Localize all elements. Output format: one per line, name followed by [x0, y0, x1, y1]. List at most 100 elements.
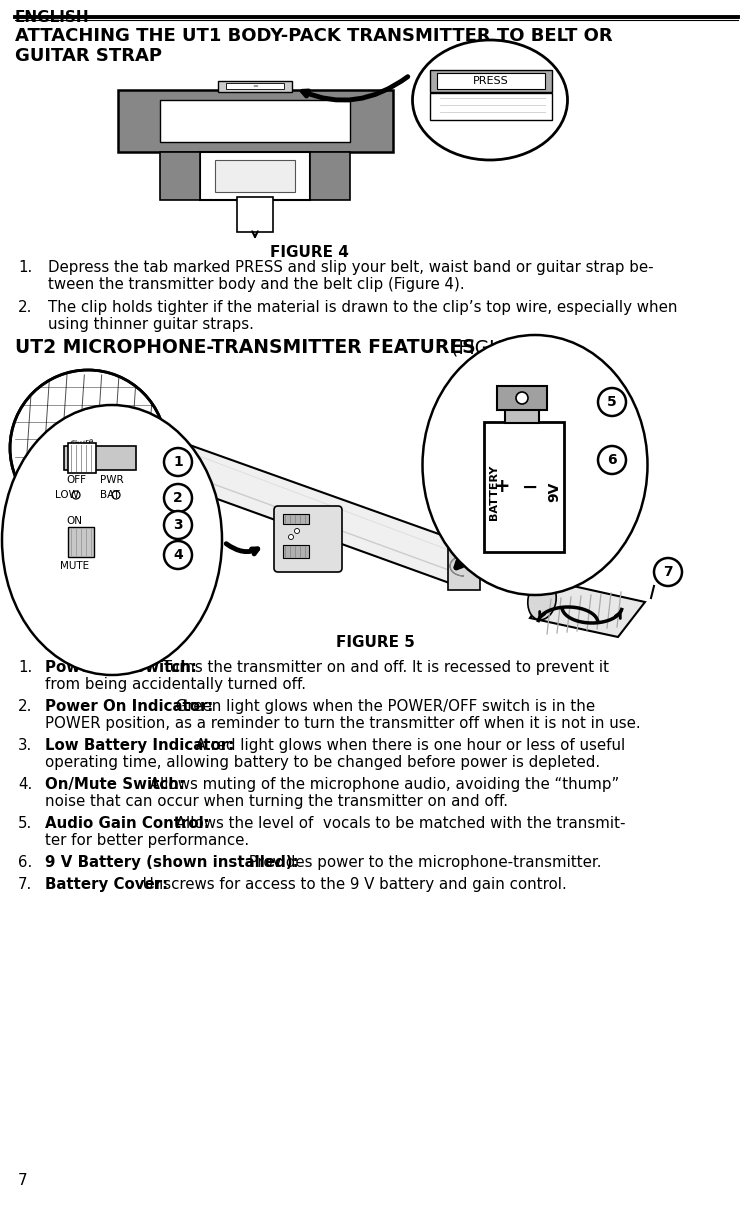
Circle shape — [288, 535, 294, 540]
Text: operating time, allowing battery to be changed before power is depleted.: operating time, allowing battery to be c… — [45, 755, 600, 770]
Text: Provides power to the microphone-transmitter.: Provides power to the microphone-transmi… — [245, 855, 602, 870]
Text: ON: ON — [66, 515, 82, 526]
Bar — [448, 542, 480, 590]
Text: from being accidentally turned off.: from being accidentally turned off. — [45, 678, 306, 692]
Text: 9V: 9V — [547, 482, 561, 502]
Circle shape — [112, 491, 120, 499]
Bar — [68, 443, 96, 473]
Circle shape — [516, 392, 528, 404]
Text: Power On Indicator:: Power On Indicator: — [45, 699, 213, 714]
Circle shape — [72, 491, 80, 499]
Bar — [160, 100, 350, 142]
Text: 3: 3 — [173, 518, 183, 532]
Circle shape — [164, 484, 192, 512]
Text: Allows the level of  vocals to be matched with the transmit-: Allows the level of vocals to be matched… — [172, 816, 626, 831]
Circle shape — [598, 388, 626, 416]
Text: 7.: 7. — [18, 877, 32, 892]
Text: Unscrews for access to the 9 V battery and gain control.: Unscrews for access to the 9 V battery a… — [138, 877, 567, 892]
Text: noise that can occur when turning the transmitter on and off.: noise that can occur when turning the tr… — [45, 794, 508, 809]
Text: Allows muting of the microphone audio, avoiding the “thump”: Allows muting of the microphone audio, a… — [145, 777, 619, 793]
Text: tween the transmitter body and the belt clip (Figure 4).: tween the transmitter body and the belt … — [48, 277, 465, 292]
Circle shape — [164, 511, 192, 538]
Text: 2.: 2. — [18, 699, 32, 714]
Polygon shape — [115, 428, 478, 584]
Text: ENGLISH: ENGLISH — [15, 10, 90, 25]
Bar — [430, 93, 552, 120]
Text: ter for better performance.: ter for better performance. — [45, 832, 249, 848]
Text: GUITAR STRAP: GUITAR STRAP — [15, 47, 162, 65]
Bar — [283, 544, 309, 558]
Text: Shure: Shure — [70, 437, 96, 450]
Circle shape — [164, 448, 192, 476]
Text: Green light glows when the POWER/OFF switch is in the: Green light glows when the POWER/OFF swi… — [172, 699, 596, 714]
Text: (FIGURE 5): (FIGURE 5) — [445, 338, 553, 357]
Text: 1.: 1. — [18, 659, 32, 675]
Bar — [497, 386, 547, 410]
Text: POWER position, as a reminder to turn the transmitter off when it is not in use.: POWER position, as a reminder to turn th… — [45, 716, 641, 731]
Bar — [226, 83, 284, 90]
Bar — [437, 73, 545, 90]
Text: A red light glows when there is one hour or less of useful: A red light glows when there is one hour… — [191, 738, 626, 753]
Text: Battery Cover:: Battery Cover: — [45, 877, 168, 892]
Bar — [68, 528, 94, 557]
Text: Turns the transmitter on and off. It is recessed to prevent it: Turns the transmitter on and off. It is … — [158, 659, 609, 675]
Circle shape — [598, 446, 626, 474]
Text: FIGURE 4: FIGURE 4 — [270, 244, 349, 260]
Text: PWR: PWR — [100, 476, 123, 485]
Bar — [160, 152, 200, 200]
Bar — [430, 70, 552, 92]
Text: using thinner guitar straps.: using thinner guitar straps. — [48, 317, 254, 332]
Text: BAT: BAT — [100, 490, 120, 500]
Text: PRESS: PRESS — [473, 76, 509, 86]
Bar — [484, 422, 564, 552]
Bar — [118, 90, 393, 152]
Text: Power/Off Switch:: Power/Off Switch: — [45, 659, 197, 675]
Ellipse shape — [10, 370, 166, 526]
Bar — [218, 81, 292, 92]
Text: LOW: LOW — [55, 490, 79, 500]
Text: Audio Gain Control:: Audio Gain Control: — [45, 816, 209, 831]
Text: 3.: 3. — [18, 738, 32, 753]
Text: 4: 4 — [173, 548, 183, 561]
Bar — [505, 409, 539, 423]
Text: Depress the tab marked PRESS and slip your belt, waist band or guitar strap be-: Depress the tab marked PRESS and slip yo… — [48, 260, 654, 275]
Bar — [215, 160, 295, 192]
Text: 7: 7 — [663, 565, 673, 580]
Text: Low Battery Indicator:: Low Battery Indicator: — [45, 738, 234, 753]
Ellipse shape — [422, 335, 648, 595]
Text: 5: 5 — [607, 394, 617, 409]
Bar — [237, 197, 273, 232]
Text: FIGURE 5: FIGURE 5 — [336, 635, 414, 650]
Bar — [200, 152, 310, 200]
Text: 1: 1 — [173, 455, 183, 469]
Circle shape — [164, 541, 192, 569]
Bar — [64, 446, 136, 469]
Text: 2: 2 — [173, 491, 183, 505]
Text: −: − — [522, 478, 538, 496]
Text: 4.: 4. — [18, 777, 32, 793]
Text: 2.: 2. — [18, 300, 32, 315]
Text: 7: 7 — [18, 1172, 28, 1188]
Polygon shape — [530, 582, 645, 636]
Text: 5.: 5. — [18, 816, 32, 831]
Ellipse shape — [413, 40, 568, 160]
FancyBboxPatch shape — [274, 506, 342, 572]
Ellipse shape — [528, 580, 556, 620]
Text: =: = — [252, 83, 258, 90]
Circle shape — [654, 558, 682, 586]
Text: UT2 MICROPHONE-TRANSMITTER FEATURES: UT2 MICROPHONE-TRANSMITTER FEATURES — [15, 338, 476, 357]
Text: 6.: 6. — [18, 855, 32, 870]
Text: OFF: OFF — [66, 476, 86, 485]
Text: The clip holds tighter if the material is drawn to the clip’s top wire, especial: The clip holds tighter if the material i… — [48, 300, 678, 315]
Text: On/Mute Switch:: On/Mute Switch: — [45, 777, 184, 793]
Text: ATTACHING THE UT1 BODY-PACK TRANSMITTER TO BELT OR: ATTACHING THE UT1 BODY-PACK TRANSMITTER … — [15, 27, 613, 45]
Bar — [310, 152, 350, 200]
Text: 6: 6 — [607, 453, 617, 467]
Bar — [283, 514, 309, 524]
Text: 1.: 1. — [18, 260, 32, 275]
Text: MUTE: MUTE — [60, 561, 89, 571]
Text: +: + — [494, 478, 511, 496]
Text: BATTERY: BATTERY — [489, 465, 499, 519]
Ellipse shape — [2, 405, 222, 675]
Circle shape — [294, 529, 300, 534]
